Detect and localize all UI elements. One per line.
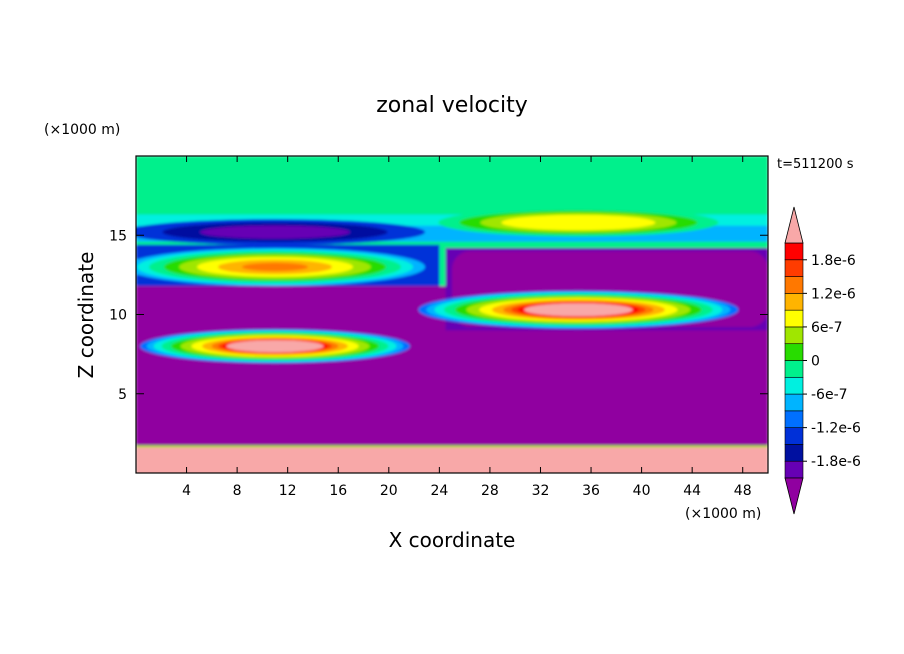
contour-layers [136,156,768,473]
x-tick-label: 20 [380,483,398,499]
colorbar-swatch [784,309,804,328]
colorbar-swatch [784,276,804,294]
colorbar: 1.8e-6 1.2e-6 6e-7 0 -6e-7 -1.2e-6 -1.8e-6 [784,206,861,515]
band-left-purple [136,285,434,334]
colorbar-swatch [784,343,804,361]
x-tick-label: 40 [633,483,651,499]
x-tick-label: 8 [233,483,242,499]
jet-right-15-level [501,214,656,231]
x-tick-label: 44 [683,483,701,499]
jet-right-10 [418,290,739,329]
surface-band [136,446,768,473]
colorbar-label: 1.8e-6 [811,253,856,269]
x-tick-label: 48 [734,483,752,499]
x-tick-label: 32 [532,483,550,499]
jet-right-15 [438,208,719,237]
colorbar-label: -1.8e-6 [811,454,861,470]
colorbar-label: 6e-7 [811,320,842,336]
y-tick-label: 5 [118,387,127,403]
colorbar-label: -1.2e-6 [811,421,861,437]
colorbar-swatch [784,460,804,479]
x-axis-label: X coordinate [389,528,516,552]
surface-edge [136,445,768,448]
contour-field [136,156,768,473]
jet-upper-left-negative [136,219,425,246]
y-tick-label: 15 [109,228,127,244]
colorbar-swatch [784,376,804,395]
y-unit-label: (×1000 m) [44,122,120,138]
colorbar-swatch [784,360,804,378]
chart-title: zonal velocity [376,93,528,118]
colorbar-swatch [784,326,804,345]
x-unit-label: (×1000 m) [685,506,761,522]
colorbar-swatch [784,427,804,445]
y-axis-label: Z coordinate [74,252,98,379]
y-tick-label: 10 [109,308,127,324]
jet-left-8-level [226,340,324,353]
colorbar-swatch [784,444,804,462]
jet-left-13 [136,247,425,286]
x-tick-label: 16 [329,483,347,499]
colorbar-swatch [784,293,804,311]
colorbar-label: 0 [811,354,820,370]
x-tick-label: 24 [430,483,448,499]
colorbar-swatch [784,410,804,428]
colorbar-swatch [784,242,804,261]
colorbar-swatch [784,259,804,277]
colorbar-extend-top [784,206,804,244]
x-tick-label: 36 [582,483,600,499]
colorbar-swatch [784,393,804,412]
jet-upper-left-negative-level [200,225,351,239]
jet-left-13-level [242,262,309,272]
x-tick-label: 28 [481,483,499,499]
colorbar-label: 1.2e-6 [811,286,856,302]
x-axis-ticks: 4 8 12 16 20 24 28 32 36 40 44 48 [182,156,752,499]
timestamp-label: t=511200 s [777,157,854,172]
colorbar-label: -6e-7 [811,387,848,403]
colorbar-extend-bottom [784,477,804,515]
x-tick-label: 4 [182,483,191,499]
jet-right-10-level [524,303,633,317]
y-axis-ticks: 5 10 15 [109,228,768,403]
jet-left-8 [140,329,411,364]
x-tick-label: 12 [279,483,297,499]
